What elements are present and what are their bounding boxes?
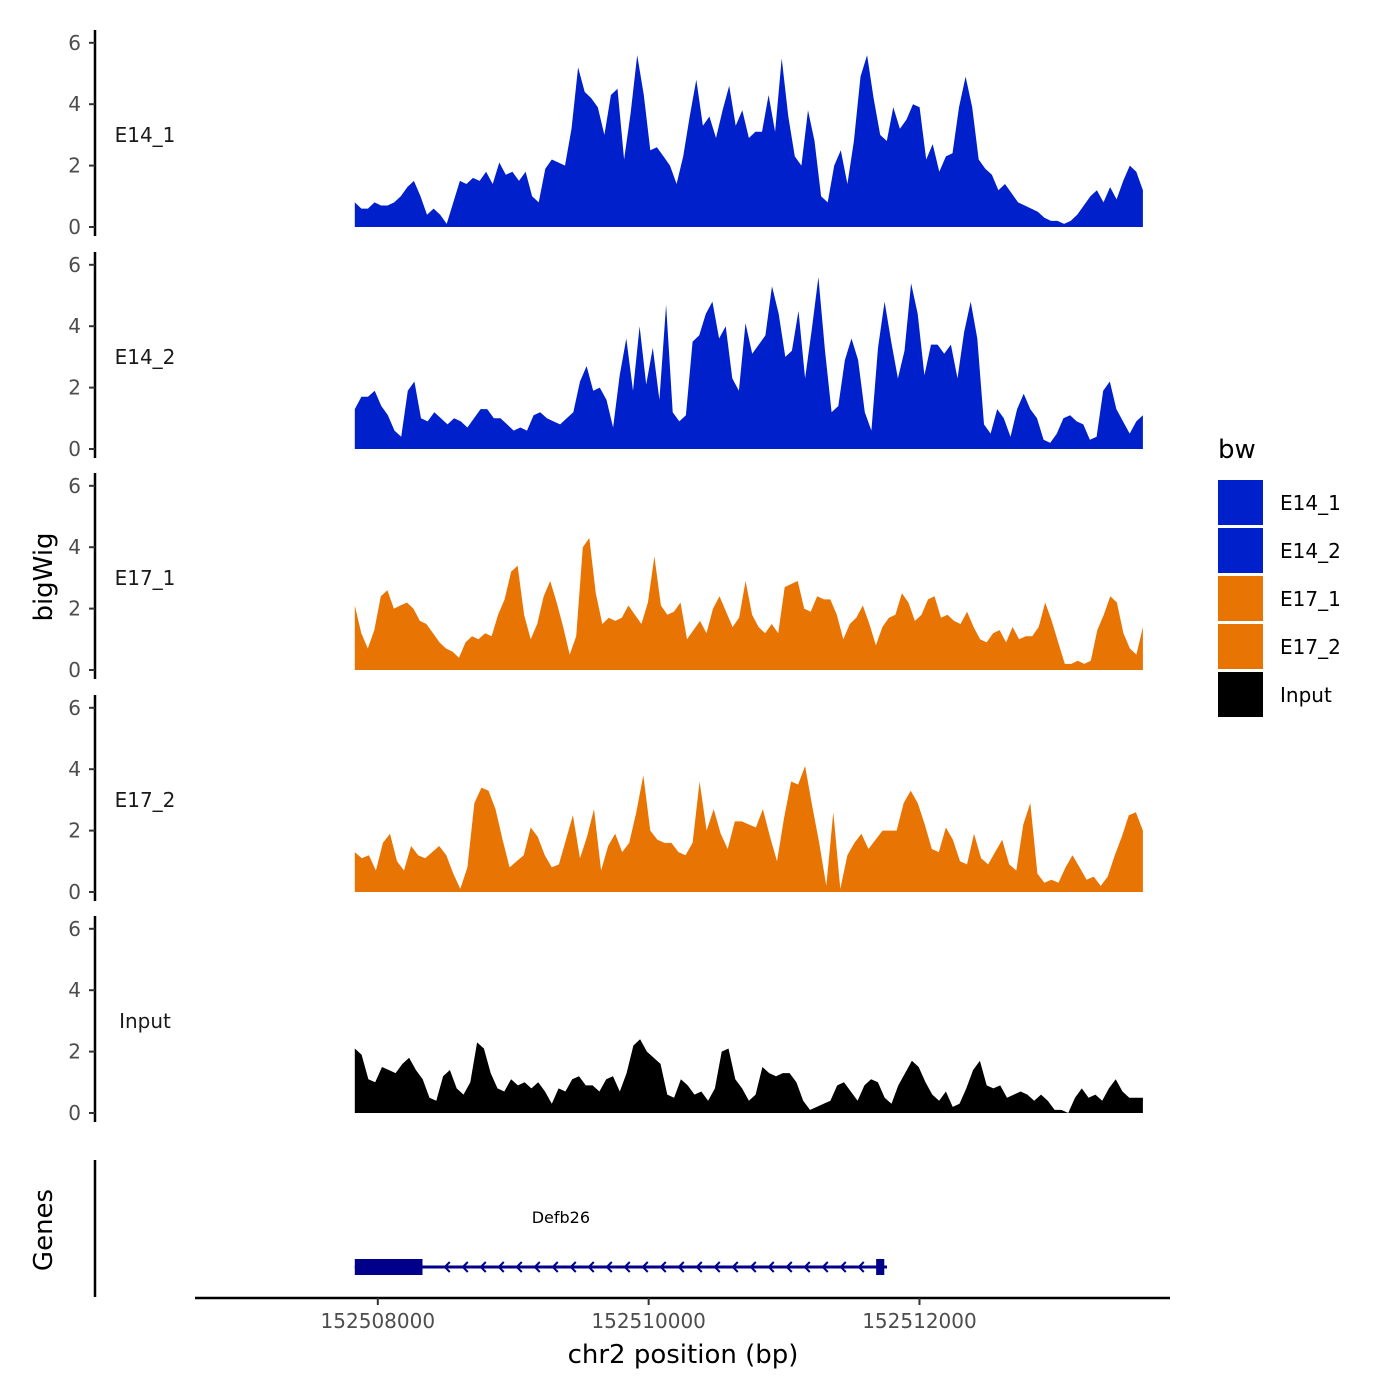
track-e14-2: 0 2 4 6 E14_2: [68, 252, 1143, 461]
legend-swatch: [1218, 576, 1263, 621]
legend-label: E17_2: [1280, 635, 1341, 659]
legend-swatch: [1218, 672, 1263, 717]
y-tick-label: 4: [68, 92, 81, 116]
y-tick-label: 0: [68, 437, 81, 461]
genes-axis-title: Genes: [29, 1189, 59, 1271]
track-e17-2: 0 2 4 6 E17_2: [68, 695, 1143, 904]
legend-item: E14_1: [1218, 480, 1341, 525]
track-panels: 0 2 4 6 E14_1 0 2 4 6 E14_2 0 2 4 6 E17_1 0 2 4 6 E17_2 0 2 4 6…: [68, 30, 1143, 1125]
strand-arrow: [731, 1261, 739, 1273]
y-tick-label: 0: [68, 215, 81, 239]
x-tick-label: 152510000: [591, 1309, 706, 1333]
strand-arrow: [695, 1261, 703, 1273]
y-tick-label: 4: [68, 535, 81, 559]
y-tick-label: 2: [68, 376, 81, 400]
y-tick-label: 6: [68, 474, 81, 498]
strand-arrow: [767, 1261, 775, 1273]
strand-arrow: [677, 1261, 685, 1273]
x-axis: 152508000 152510000 152512000: [195, 1296, 1170, 1333]
area-e17-2: [354, 766, 1143, 892]
y-tick-label: 0: [68, 880, 81, 904]
strand-arrow: [443, 1261, 451, 1273]
legend-label: E14_1: [1280, 491, 1341, 515]
x-tick-label: 152508000: [321, 1309, 436, 1333]
strand-arrow: [605, 1261, 613, 1273]
strand-arrow: [713, 1261, 721, 1273]
strand-arrow: [479, 1261, 487, 1273]
legend-item: Input: [1218, 672, 1332, 717]
legend-item: E14_2: [1218, 528, 1341, 573]
gene-panel: Defb26: [93, 1160, 887, 1297]
track-label: E17_2: [115, 788, 176, 812]
y-tick-label: 2: [68, 819, 81, 843]
strand-arrow: [551, 1261, 559, 1273]
track-label: E17_1: [115, 566, 176, 590]
y-tick-label: 0: [68, 1101, 81, 1125]
strand-arrow: [533, 1261, 541, 1273]
area-e14-2: [354, 277, 1143, 449]
track-e14-1: 0 2 4 6 E14_1: [68, 30, 1143, 239]
legend-title: bw: [1218, 435, 1256, 465]
legend-swatch: [1218, 480, 1263, 525]
track-e17-1: 0 2 4 6 E17_1: [68, 473, 1143, 682]
track-input: 0 2 4 6 Input: [68, 916, 1143, 1125]
strand-arrow: [803, 1261, 811, 1273]
y-tick-label: 4: [68, 757, 81, 781]
legend-item: E17_2: [1218, 624, 1341, 669]
legend: bw E14_1 E14_2 E17_1 E17_2 Input: [1218, 435, 1341, 717]
strand-arrow: [587, 1261, 595, 1273]
strand-arrow: [839, 1261, 847, 1273]
area-e14-1: [354, 55, 1143, 227]
strand-arrow: [515, 1261, 523, 1273]
area-input: [354, 1039, 1143, 1113]
x-tick-label: 152512000: [862, 1309, 977, 1333]
area-e17-1: [354, 538, 1143, 670]
strand-arrow: [623, 1261, 631, 1273]
track-label: E14_2: [115, 345, 176, 369]
strand-arrow: [857, 1261, 865, 1273]
legend-label: E17_1: [1280, 587, 1341, 611]
legend-swatch: [1218, 624, 1263, 669]
gene-label: Defb26: [532, 1208, 590, 1227]
strand-arrow: [641, 1261, 649, 1273]
y-tick-label: 2: [68, 1040, 81, 1064]
x-axis-title: chr2 position (bp): [568, 1340, 799, 1370]
y-tick-label: 0: [68, 658, 81, 682]
y-tick-label: 2: [68, 597, 81, 621]
y-tick-label: 6: [68, 917, 81, 941]
strand-arrow: [497, 1261, 505, 1273]
gene-exon: [354, 1259, 423, 1275]
track-label: Input: [119, 1009, 171, 1033]
legend-item: E17_1: [1218, 576, 1341, 621]
track-label: E14_1: [115, 123, 176, 147]
legend-swatch: [1218, 528, 1263, 573]
strand-arrow: [749, 1261, 757, 1273]
strand-arrow: [461, 1261, 469, 1273]
legend-label: Input: [1280, 683, 1332, 707]
strand-arrow: [785, 1261, 793, 1273]
y-axis-title: bigWig: [29, 532, 59, 621]
y-tick-label: 6: [68, 31, 81, 55]
y-tick-label: 2: [68, 154, 81, 178]
legend-label: E14_2: [1280, 539, 1341, 563]
y-tick-label: 4: [68, 314, 81, 338]
gene-exon: [876, 1259, 885, 1275]
strand-arrow: [659, 1261, 667, 1273]
strand-arrow: [569, 1261, 577, 1273]
y-tick-label: 6: [68, 696, 81, 720]
y-tick-label: 4: [68, 978, 81, 1002]
strand-arrow: [821, 1261, 829, 1273]
y-tick-label: 6: [68, 253, 81, 277]
